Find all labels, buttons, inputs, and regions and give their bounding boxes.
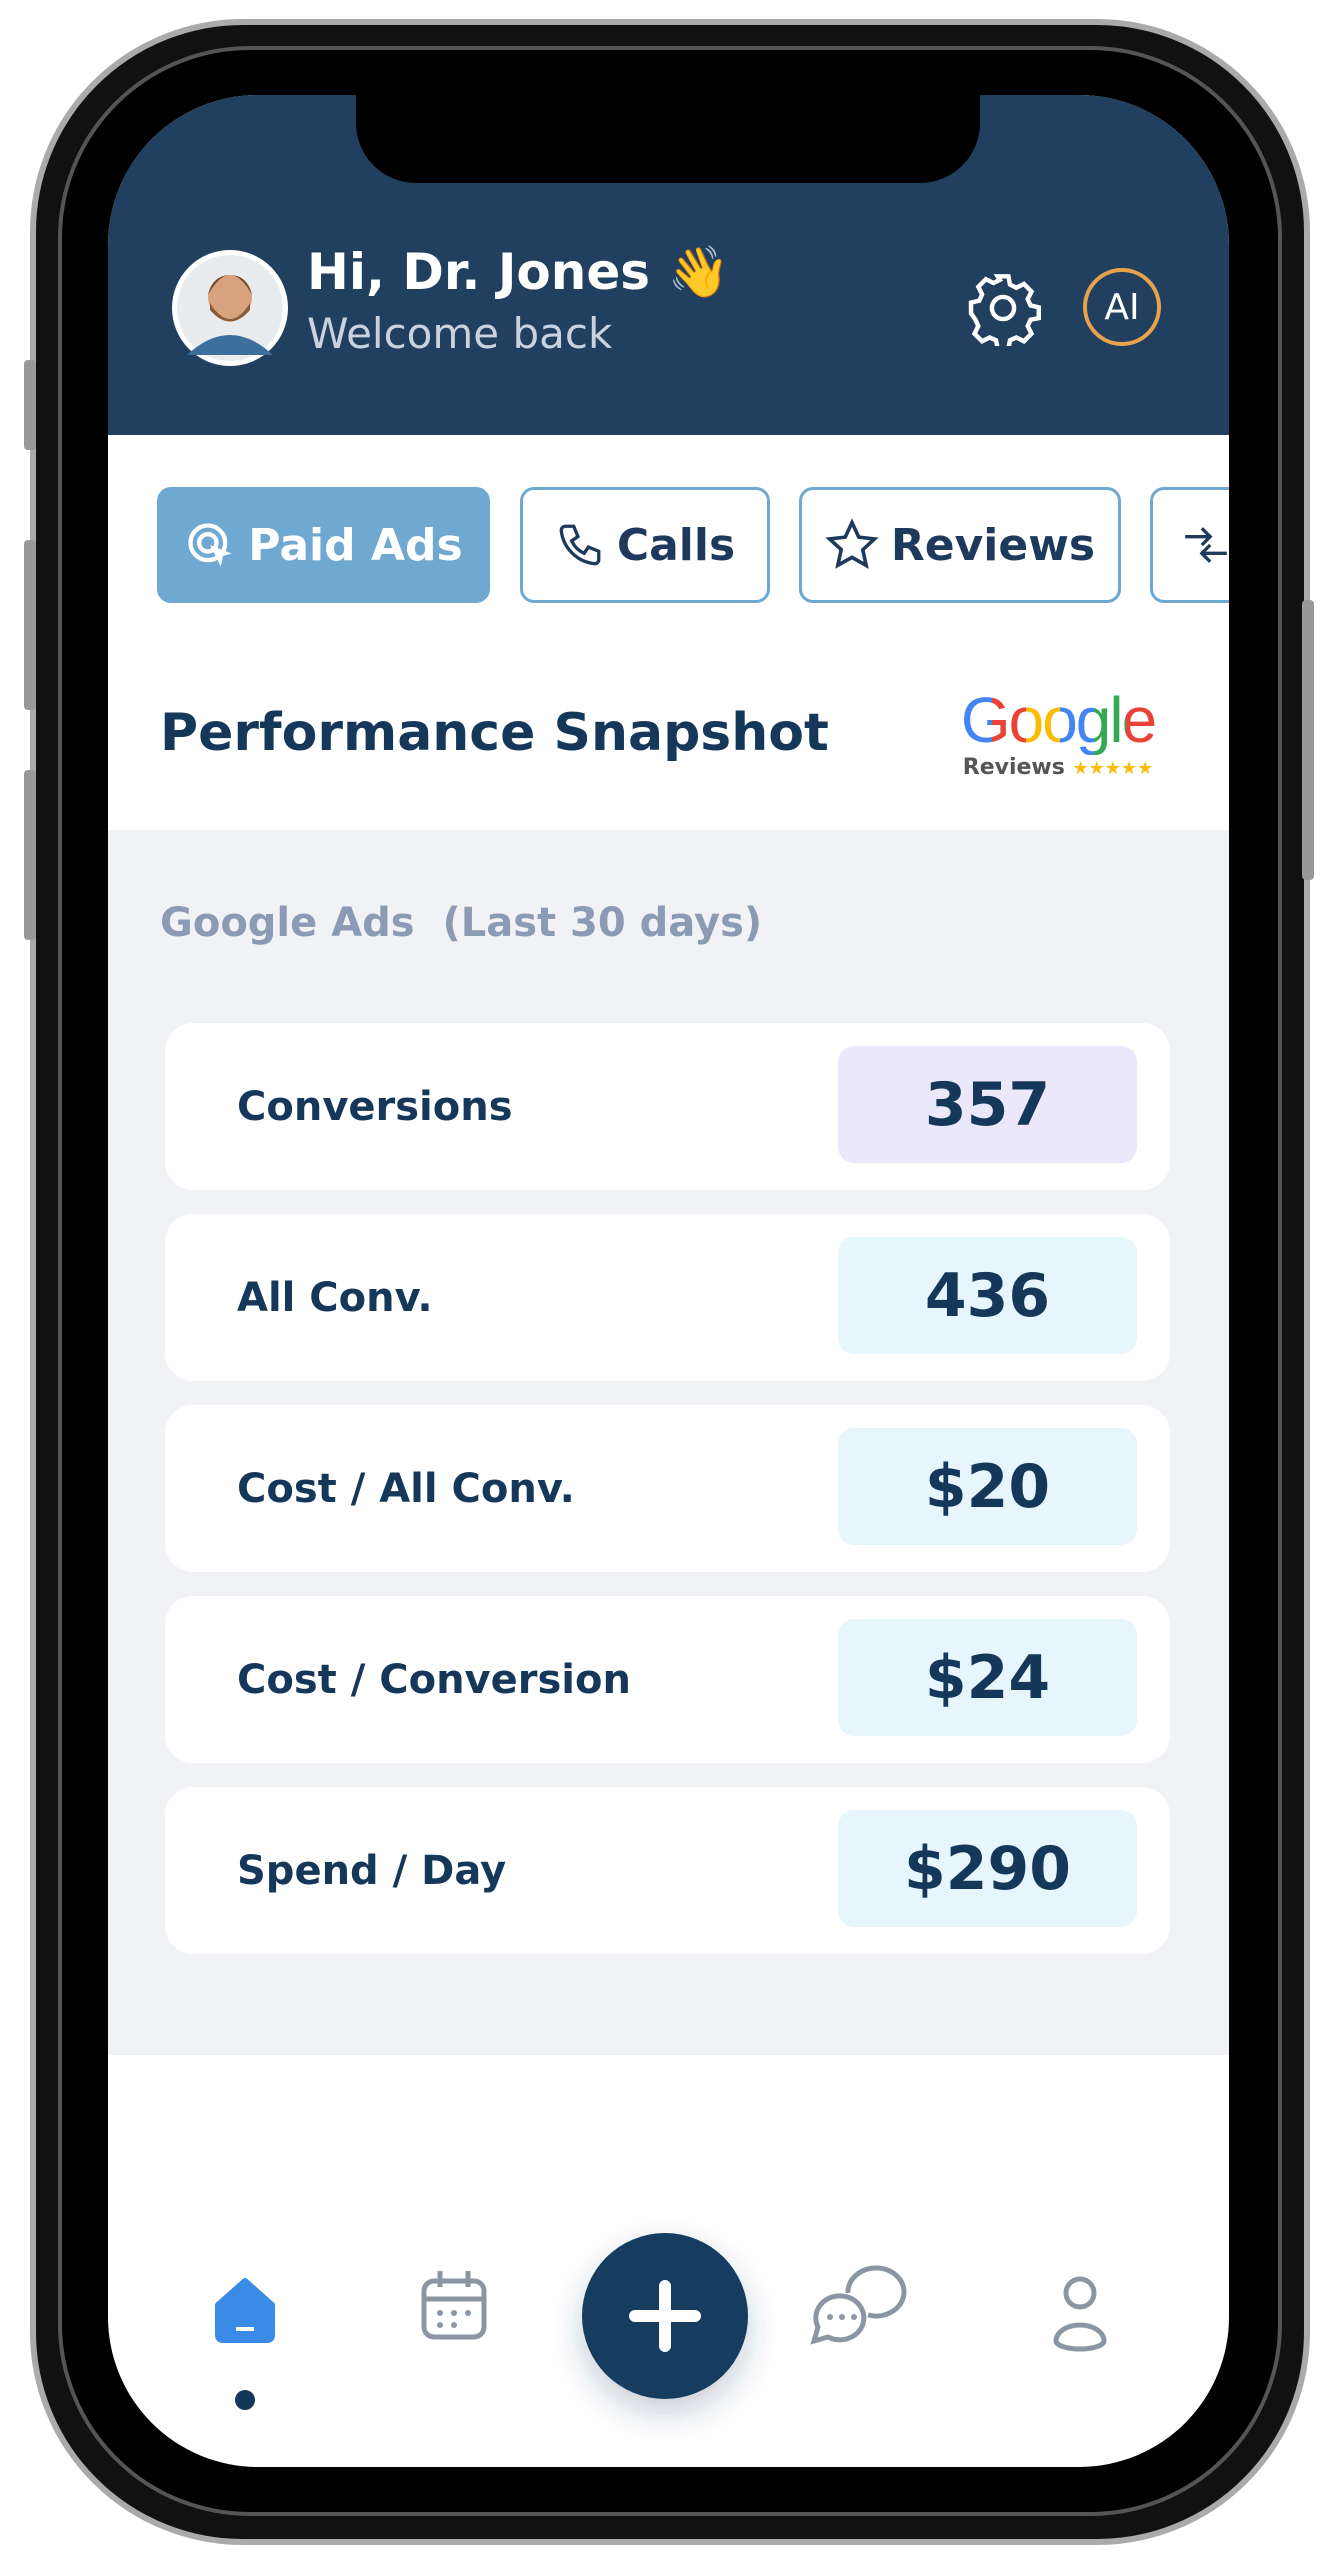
subtitle: Welcome back [307, 309, 613, 358]
metric-value: $290 [838, 1810, 1137, 1927]
settings-icon[interactable] [965, 270, 1041, 346]
home-tab[interactable] [215, 2278, 275, 2343]
greeting: Hi, Dr. Jones 👋 [307, 243, 730, 301]
badge-caption: Reviews [962, 755, 1065, 780]
tab-reviews[interactable]: Reviews [799, 487, 1121, 603]
tab-paid-ads[interactable]: Paid Ads [157, 487, 490, 603]
metric-label: Cost / All Conv. [237, 1465, 575, 1512]
profile-tab[interactable] [1053, 2276, 1107, 2352]
bottom-nav [215, 2233, 1107, 2410]
badge-caption-line: Reviews ★★★★★ [958, 755, 1158, 782]
avatar[interactable] [172, 250, 288, 366]
tab-label: Reviews [890, 519, 1096, 571]
metric-row: Spend / Day $290 [165, 1787, 1170, 1954]
metric-row: Cost / Conversion $24 [165, 1596, 1170, 1763]
ai-button[interactable]: AI [1083, 268, 1161, 346]
metrics-panel: Google Ads (Last 30 days) Conversions 357… [108, 830, 1229, 2055]
metric-value: $24 [838, 1619, 1137, 1736]
google-reviews-badge: Google Reviews ★★★★★ [958, 685, 1158, 782]
chat-tab[interactable] [810, 2265, 907, 2345]
google-logo: Google [958, 685, 1158, 755]
tab-calls[interactable]: Calls [520, 487, 770, 603]
tab-more[interactable] [1150, 487, 1229, 603]
tab-icon [559, 524, 601, 566]
active-dot [235, 2390, 255, 2410]
metric-row: Conversions 357 [165, 1023, 1170, 1190]
metrics-title: Google Ads (Last 30 days) [160, 900, 763, 946]
metric-label: Spend / Day [237, 1847, 507, 1894]
metric-value: $20 [838, 1428, 1137, 1545]
metric-label: Conversions [237, 1083, 513, 1130]
ai-label: AI [1104, 286, 1140, 328]
tab-icon [188, 523, 232, 567]
section-title: Performance Snapshot [160, 703, 829, 763]
notch [356, 95, 980, 183]
metric-label: All Conv. [237, 1274, 433, 1321]
badge-stars: ★★★★★ [1072, 758, 1154, 779]
metric-label: Cost / Conversion [237, 1656, 631, 1703]
tab-label: Calls [616, 519, 736, 571]
avatar-image [177, 255, 283, 361]
screen: Hi, Dr. Jones 👋 Welcome back AI Paid Ads… [108, 95, 1229, 2467]
metric-value: 436 [838, 1237, 1137, 1354]
metric-row: All Conv. 436 [165, 1214, 1170, 1381]
metric-row: Cost / All Conv. $20 [165, 1405, 1170, 1572]
tab-icon [825, 518, 879, 570]
metric-value: 357 [838, 1046, 1137, 1163]
tab-label: Paid Ads [248, 519, 463, 571]
tab-icon [1185, 527, 1227, 563]
calendar-tab[interactable] [421, 2271, 487, 2340]
add-button[interactable] [582, 2233, 748, 2399]
